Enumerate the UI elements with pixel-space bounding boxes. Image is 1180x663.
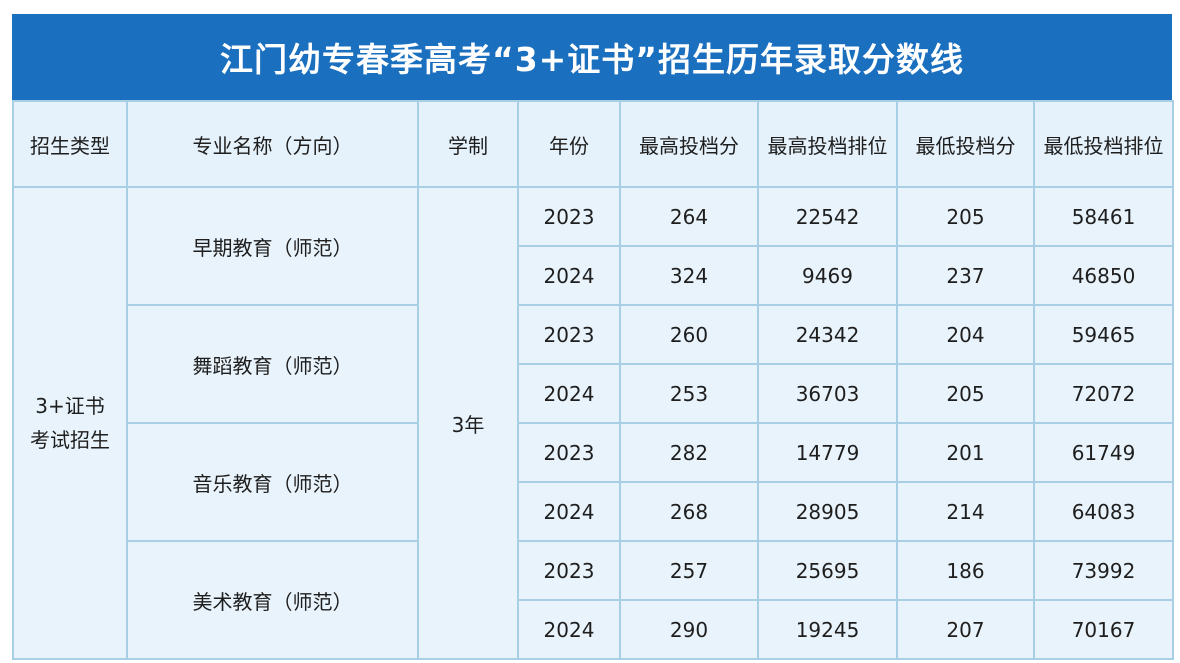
major-name: 音乐教育（师范） [126,422,419,542]
max-rank-cell: 25695 [757,540,898,601]
duration-cell: 3年 [417,186,519,660]
year-cell: 2023 [517,186,621,247]
min-rank-cell: 73992 [1033,540,1174,601]
table-row: 2024 268 28905 214 64083 [13,481,1174,542]
max-rank-cell: 22542 [757,186,898,247]
min-score-cell: 201 [896,422,1035,483]
admission-type-line2: 考试招生 [30,428,110,452]
max-score-cell: 260 [619,304,759,365]
min-score-cell: 207 [896,599,1035,660]
year-cell: 2024 [517,245,621,306]
table-row: 2024 324 9469 237 46850 [13,245,1174,306]
min-rank-cell: 59465 [1033,304,1174,365]
major-name: 舞蹈教育（师范） [126,304,419,424]
min-score-cell: 186 [896,540,1035,601]
table-row: 音乐教育（师范） 2023 282 14779 201 61749 [13,422,1174,542]
header-min-score: 最低投档分 [896,100,1035,188]
min-score-cell: 204 [896,304,1035,365]
table-row: 3+证书 考试招生 早期教育（师范） 3年 2023 264 22542 205… [12,186,1174,660]
max-score-cell: 264 [619,186,759,247]
max-score-cell: 290 [619,599,759,660]
max-score-cell: 282 [619,422,759,483]
max-rank-cell: 19245 [757,599,898,660]
header-year: 年份 [517,100,621,188]
header-type: 招生类型 [12,100,128,188]
max-score-cell: 324 [619,245,759,306]
max-rank-cell: 28905 [757,481,898,542]
year-cell: 2024 [517,363,621,424]
max-score-cell: 268 [619,481,759,542]
admission-type-line1: 3+证书 [35,394,105,418]
header-duration: 学制 [417,100,519,188]
header-row: 招生类型 专业名称（方向） 学制 年份 最高投档分 最高投档排位 最低投档分 最… [12,100,1174,188]
min-score-cell: 205 [896,186,1035,247]
min-rank-cell: 58461 [1033,186,1174,247]
header-min-rank: 最低投档排位 [1033,100,1174,188]
min-score-cell: 205 [896,363,1035,424]
min-rank-cell: 61749 [1033,422,1174,483]
min-score-cell: 214 [896,481,1035,542]
header-major: 专业名称（方向） [126,100,419,188]
admission-type-cell: 3+证书 考试招生 [12,186,128,660]
min-rank-cell: 72072 [1033,363,1174,424]
max-score-cell: 253 [619,363,759,424]
major-name: 美术教育（师范） [126,540,419,660]
max-rank-cell: 14779 [757,422,898,483]
header-max-score: 最高投档分 [619,100,759,188]
max-rank-cell: 24342 [757,304,898,365]
table-row: 美术教育（师范） 2023 257 25695 186 73992 [13,540,1174,660]
max-rank-cell: 36703 [757,363,898,424]
min-rank-cell: 70167 [1033,599,1174,660]
year-cell: 2023 [517,540,621,601]
year-cell: 2023 [517,304,621,365]
major-name: 早期教育（师范） [126,186,419,306]
admission-score-table: 招生类型 专业名称（方向） 学制 年份 最高投档分 最高投档排位 最低投档分 最… [12,100,1174,660]
max-score-cell: 257 [619,540,759,601]
table-row: 舞蹈教育（师范） 2023 260 24342 204 59465 [13,304,1174,424]
min-rank-cell: 64083 [1033,481,1174,542]
header-max-rank: 最高投档排位 [757,100,898,188]
min-score-cell: 237 [896,245,1035,306]
page-title: 江门幼专春季高考“3+证书”招生历年录取分数线 [12,14,1172,100]
year-cell: 2024 [517,481,621,542]
min-rank-cell: 46850 [1033,245,1174,306]
max-rank-cell: 9469 [757,245,898,306]
year-cell: 2023 [517,422,621,483]
year-cell: 2024 [517,599,621,660]
table-row: 2024 253 36703 205 72072 [13,363,1174,424]
table-row: 2024 290 19245 207 70167 [13,599,1174,660]
